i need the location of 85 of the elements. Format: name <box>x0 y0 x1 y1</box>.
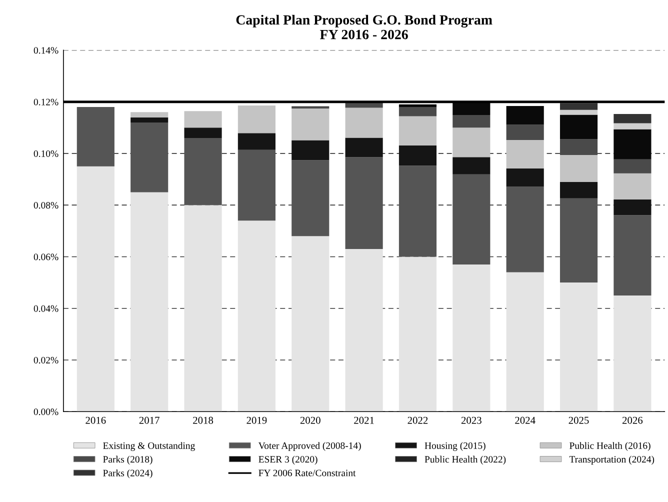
bar <box>452 157 490 174</box>
bar <box>506 124 544 140</box>
bar <box>614 123 652 130</box>
legend-label: Transportation (2024) <box>569 456 654 465</box>
bar <box>238 105 276 134</box>
legend-label: Parks (2024) <box>103 469 152 478</box>
bar <box>560 198 598 283</box>
y-tick-label: 0.14% <box>34 47 58 54</box>
bar <box>292 140 330 160</box>
x-tick-label: 2020 <box>300 416 320 424</box>
x-tick-label: 2023 <box>461 416 482 424</box>
bar <box>184 111 222 128</box>
x-tick-label: 2021 <box>354 416 374 424</box>
legend-label: Voter Approved (2008-14) <box>258 442 361 451</box>
x-tick-label: 2017 <box>139 416 160 424</box>
bar <box>398 166 437 257</box>
bar <box>452 115 490 128</box>
bar <box>506 168 544 187</box>
bar <box>452 174 490 264</box>
bar <box>506 186 544 272</box>
x-tick-label: 2024 <box>515 416 536 424</box>
x-tick-label: 2019 <box>246 416 267 424</box>
legend-label: FY 2006 Rate/Constraint <box>258 470 356 476</box>
x-tick-label: 2022 <box>408 416 428 424</box>
bar <box>130 122 168 192</box>
y-tick-label: 0.10% <box>34 150 58 157</box>
bar <box>292 236 330 412</box>
legend-label: Housing (2015) <box>424 442 486 451</box>
bar <box>345 108 383 138</box>
bar <box>560 114 598 140</box>
bar <box>398 116 437 146</box>
bar <box>345 157 383 249</box>
x-tick-label: 2018 <box>193 416 214 424</box>
x-tick-label: 2016 <box>86 416 106 424</box>
bar <box>184 138 222 206</box>
y-tick-label: 0.08% <box>34 202 58 209</box>
legend-label: Public Health (2016) <box>570 442 650 451</box>
bar <box>560 182 598 198</box>
bar <box>184 128 222 138</box>
bar <box>238 133 276 150</box>
bar <box>614 114 652 124</box>
bar <box>130 112 168 118</box>
bar <box>614 173 652 200</box>
bar <box>614 199 652 216</box>
bar <box>345 248 383 412</box>
y-tick-label: 0.02% <box>34 356 58 364</box>
legend-label: Public Health (2022) <box>424 456 506 465</box>
bar <box>560 282 598 412</box>
bar <box>398 107 437 116</box>
bar <box>76 107 114 166</box>
bar <box>238 150 276 221</box>
bar <box>506 106 544 125</box>
bar <box>506 140 544 168</box>
y-tick-label: 0.00% <box>34 408 58 416</box>
bar <box>614 129 652 160</box>
bar <box>560 103 598 110</box>
bar <box>345 138 383 158</box>
bar <box>184 205 222 412</box>
bar <box>560 155 598 182</box>
bar <box>506 272 544 412</box>
legend-label: Existing & Outstanding <box>103 442 195 451</box>
legend-label: Parks (2018) <box>103 456 152 465</box>
bar <box>76 166 114 412</box>
bar <box>292 108 330 140</box>
bar <box>614 295 652 412</box>
bar <box>130 192 168 412</box>
bar <box>614 159 652 174</box>
y-tick-label: 0.12% <box>34 98 58 106</box>
legend-label: ESER 3 (2020) <box>258 456 318 465</box>
y-tick-label: 0.06% <box>34 254 58 260</box>
bar <box>130 117 168 122</box>
x-tick-label: 2025 <box>568 416 589 424</box>
bar <box>614 215 652 296</box>
bar <box>560 139 598 156</box>
bar <box>560 110 598 115</box>
x-tick-label: 2026 <box>622 416 643 424</box>
bar <box>452 128 490 158</box>
bar <box>292 106 330 109</box>
bar <box>452 264 490 412</box>
bar <box>292 160 330 236</box>
bar <box>398 256 437 412</box>
y-tick-label: 0.04% <box>34 305 58 312</box>
bar <box>398 145 437 166</box>
bar <box>238 220 276 412</box>
chart-title: Capital Plan Proposed G.O. Bond Program FY 2016 - 2026 <box>236 14 492 40</box>
